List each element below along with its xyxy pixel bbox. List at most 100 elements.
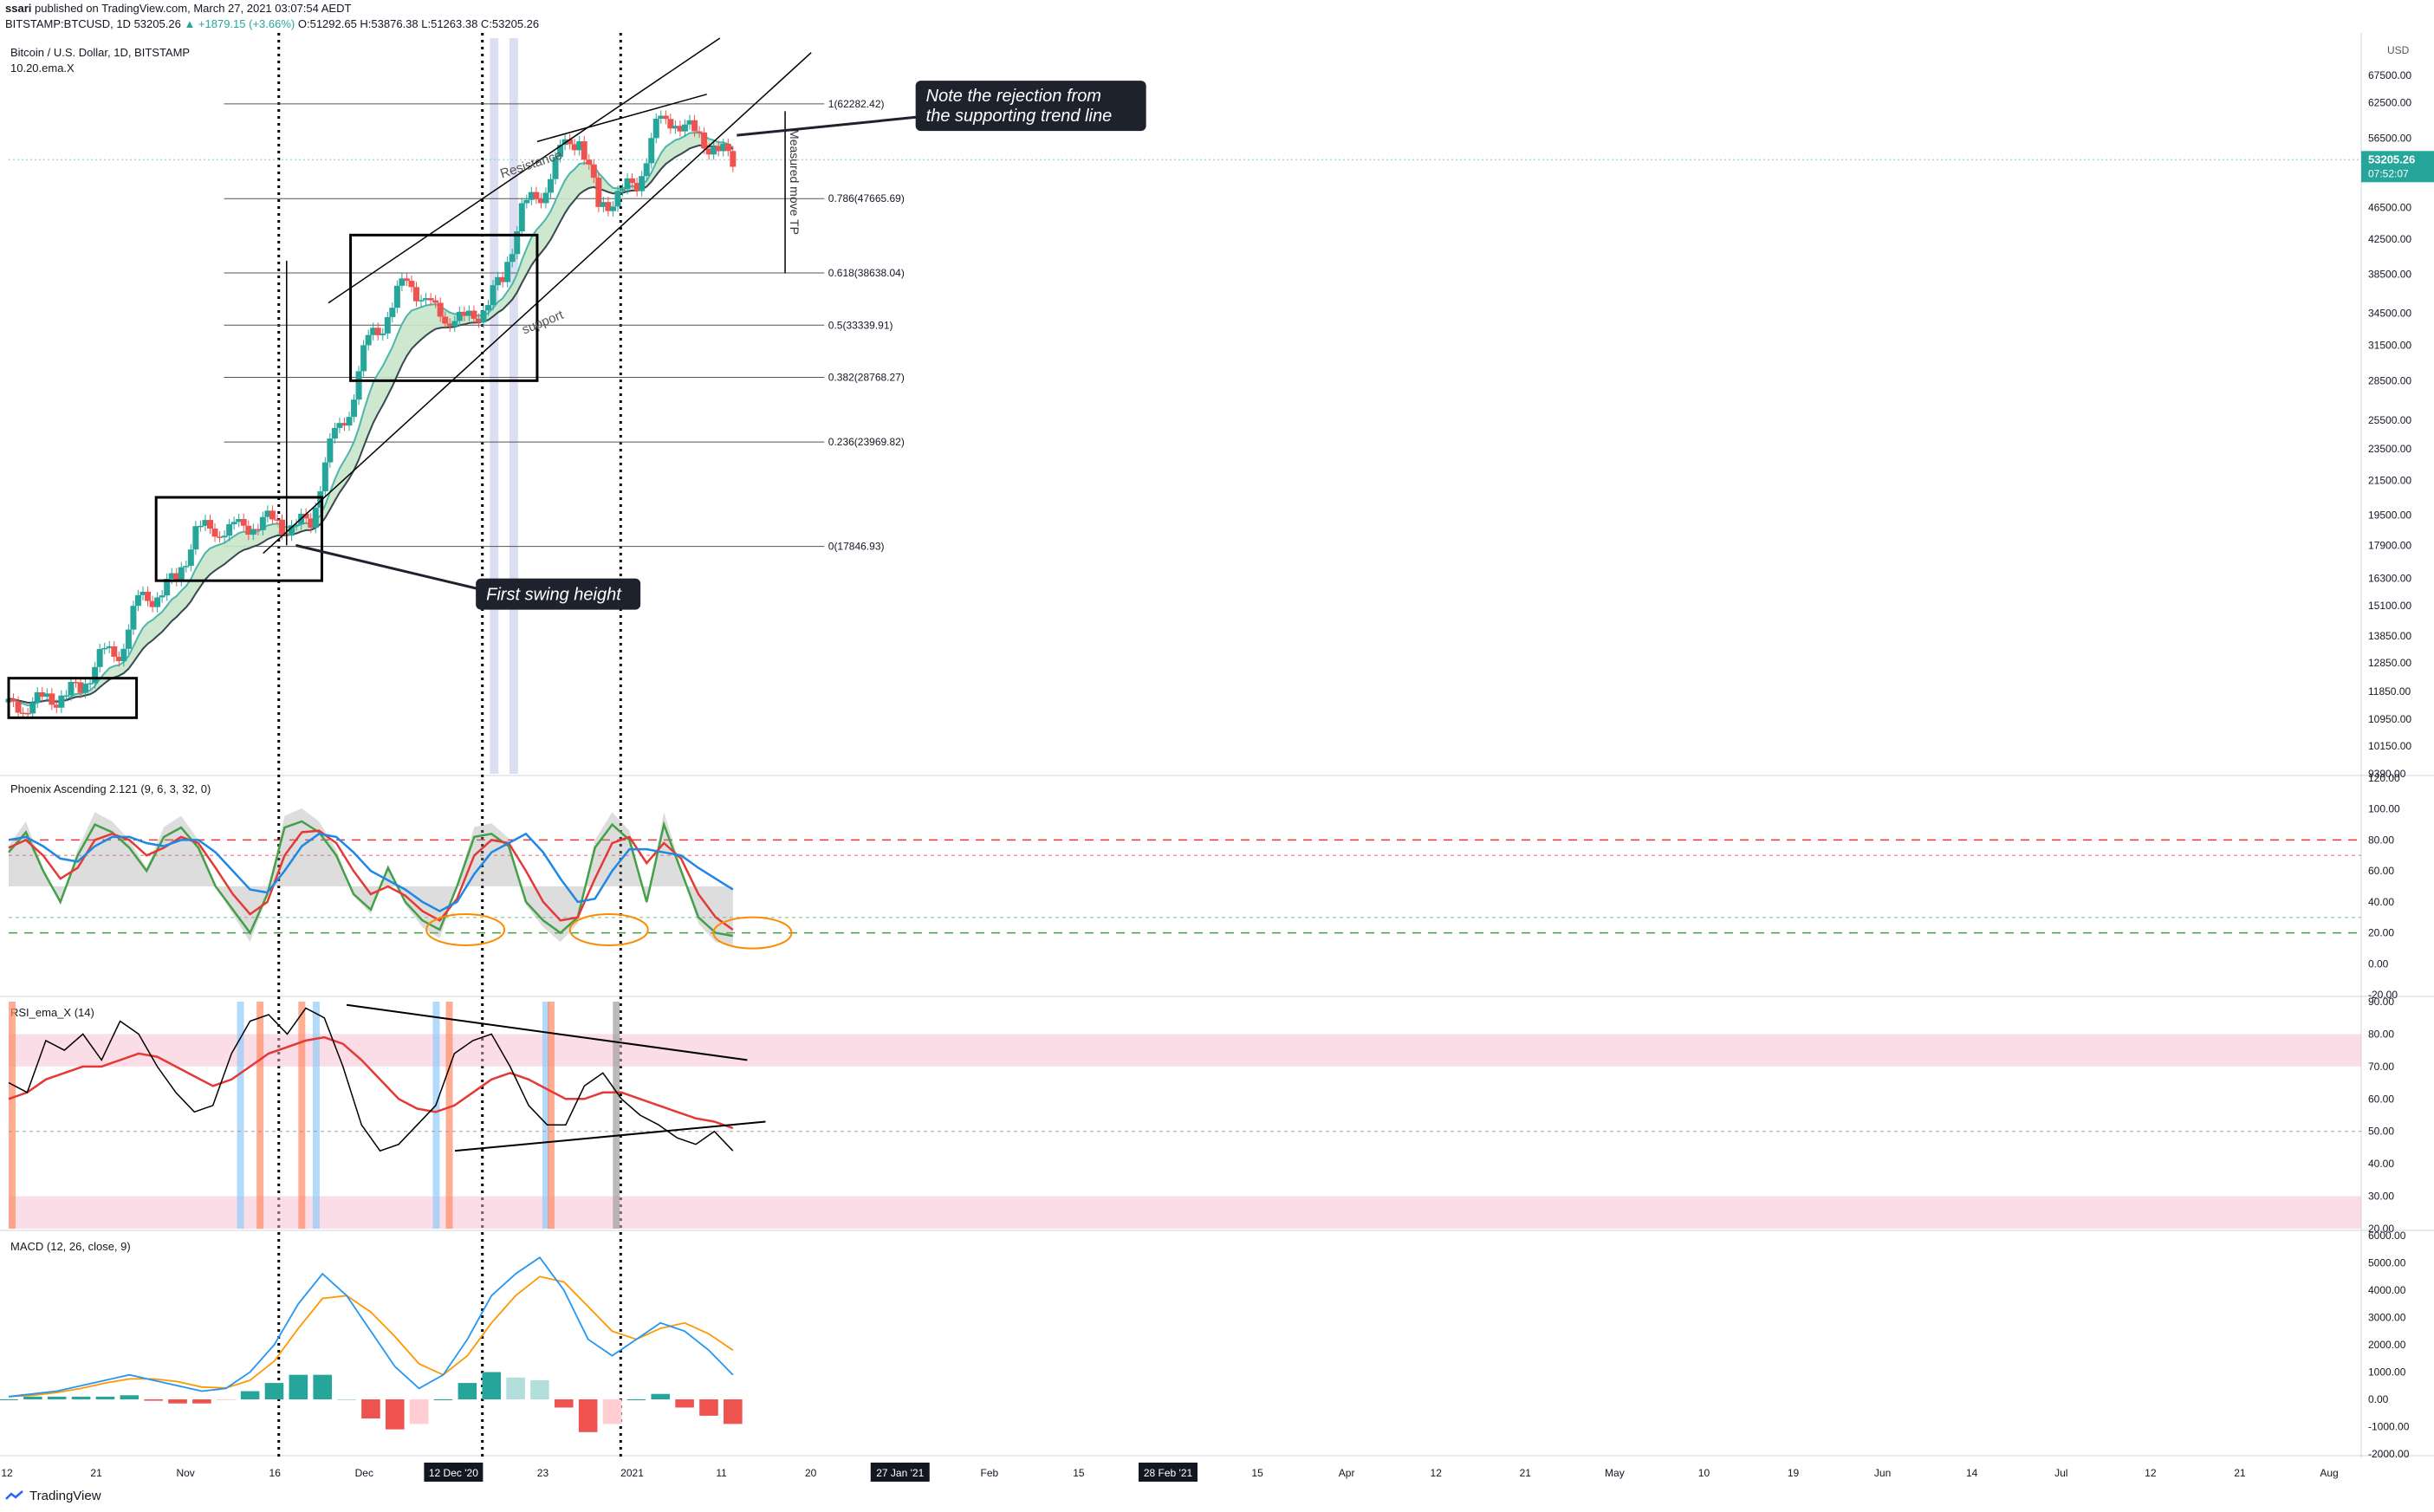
candle-body (115, 656, 122, 662)
fib-label: 1(62282.42) (828, 98, 885, 110)
candle-body (111, 646, 118, 657)
candle-body (82, 684, 89, 693)
time-tick-label: 11 (716, 1467, 727, 1479)
rsi-resistance-line (346, 1003, 748, 1061)
highlight-band (509, 38, 518, 774)
time-tick-label: 12 (2145, 1467, 2157, 1479)
swing-pointer (295, 543, 482, 591)
time-tick-label: 21 (90, 1467, 102, 1479)
chart-canvas[interactable]: Bitcoin / U.S. Dollar, 1D, BITSTAMP 10.20… (0, 33, 2434, 1489)
macd-hist-bar (240, 1391, 260, 1399)
price-tick-label: 9390.00 (2368, 768, 2406, 780)
price-tick-label: 13850.00 (2368, 630, 2411, 642)
candle-body (691, 120, 698, 132)
candle-body (120, 648, 127, 662)
price-tick-label: 10950.00 (2368, 713, 2411, 725)
candle-body (346, 417, 353, 426)
macd-hist-bar (555, 1399, 574, 1408)
candle-body (633, 183, 640, 191)
candle-body (351, 399, 358, 418)
candle-body (490, 285, 497, 306)
price-tick-label: 21500.00 (2368, 475, 2411, 487)
price-tick-label: 62500.00 (2368, 96, 2411, 108)
publish-info: ssari published on TradingView.com, Marc… (5, 2, 351, 15)
candle-body (183, 566, 190, 568)
candle-body (211, 529, 218, 537)
candle-body (614, 191, 621, 207)
time-tick-label: May (1605, 1467, 1625, 1479)
phoenix-tick-label: 100.00 (2368, 803, 2400, 815)
phoenix-title: Phoenix Ascending 2.121 (9, 6, 3, 32, 0) (10, 782, 211, 795)
macd-hist-bar (361, 1399, 380, 1419)
footer: TradingView (5, 1489, 101, 1503)
candle-body (192, 526, 199, 550)
price-tick-label: 34500.00 (2368, 307, 2411, 319)
candle-body (724, 143, 731, 152)
author[interactable]: ssari (5, 2, 32, 15)
time-tick-label: 23 (537, 1467, 549, 1479)
candle-body (87, 683, 94, 685)
candle-body (571, 144, 578, 151)
price-tick-label: 38500.00 (2368, 268, 2411, 280)
candle-body (595, 178, 602, 207)
candle-body (341, 423, 347, 426)
macd-hist-bar (602, 1399, 622, 1424)
brand-name[interactable]: TradingView (29, 1489, 101, 1503)
candle-body (701, 132, 708, 149)
rsi-signal-band (432, 1002, 440, 1229)
macd-hist-bar (385, 1399, 405, 1430)
candle-body (475, 318, 482, 323)
candle-body (58, 695, 65, 708)
candle-body (77, 682, 84, 693)
time-tick-label: 12 (1431, 1467, 1443, 1479)
candle-body (408, 281, 415, 288)
time-tick-label: Jul (2054, 1467, 2067, 1479)
candle-body (393, 285, 400, 308)
candle-body (620, 189, 626, 191)
phoenix-tick-label: 0.00 (2368, 957, 2389, 970)
price-subtitle: 10.20.ema.X (10, 62, 75, 75)
candle-body (134, 594, 141, 607)
candle-body (145, 591, 152, 601)
rejection-callout (915, 81, 1146, 132)
oversold-highlight (425, 913, 506, 946)
consolidation-box (349, 233, 539, 382)
candle-body (173, 573, 180, 581)
candle-body (590, 164, 597, 178)
price-title: Bitcoin / U.S. Dollar, 1D, BITSTAMP (10, 46, 190, 59)
macd-hist-bar (699, 1399, 718, 1416)
candle-body (10, 698, 17, 702)
candle-body (437, 302, 444, 317)
ema-band (9, 133, 733, 706)
candle-body (370, 328, 377, 335)
rsi-signal-band (9, 1002, 16, 1229)
macd-tick-label: -1000.00 (2368, 1421, 2410, 1433)
candle-body (159, 595, 166, 598)
candle-body (485, 305, 492, 311)
candle-body (696, 131, 703, 133)
candle-body (250, 529, 256, 535)
candle-body (446, 323, 453, 327)
candle-body (586, 159, 593, 165)
phoenix-tick-label: -20.00 (2368, 989, 2398, 1001)
resistance-trendline (328, 37, 721, 304)
rsi-signal-band (547, 1002, 555, 1229)
fib-label: 0.618(38638.04) (828, 267, 905, 279)
phoenix-series-0 (8, 820, 734, 938)
candle-body (403, 278, 410, 282)
macd-hist-bar (120, 1395, 140, 1399)
time-tick-label: Feb (981, 1467, 999, 1479)
candle-body (681, 124, 688, 132)
time-tag-label: 27 Jan '21 (876, 1467, 924, 1479)
candle-body (308, 518, 315, 529)
price-tick-label: 16300.00 (2368, 573, 2411, 585)
price-tick-label: 15100.00 (2368, 600, 2411, 612)
fib-label: 0.236(23969.82) (828, 436, 905, 448)
rejection-pointer (737, 115, 918, 137)
ohlc: O:51292.65 H:53876.38 L:51263.38 C:53205… (297, 17, 540, 30)
tradingview-logo-icon (5, 1489, 23, 1500)
rsi-signal-band (312, 1002, 320, 1229)
candle-body (662, 115, 669, 120)
rsi-line (8, 1007, 734, 1152)
time-tick-label: 16 (269, 1467, 282, 1479)
